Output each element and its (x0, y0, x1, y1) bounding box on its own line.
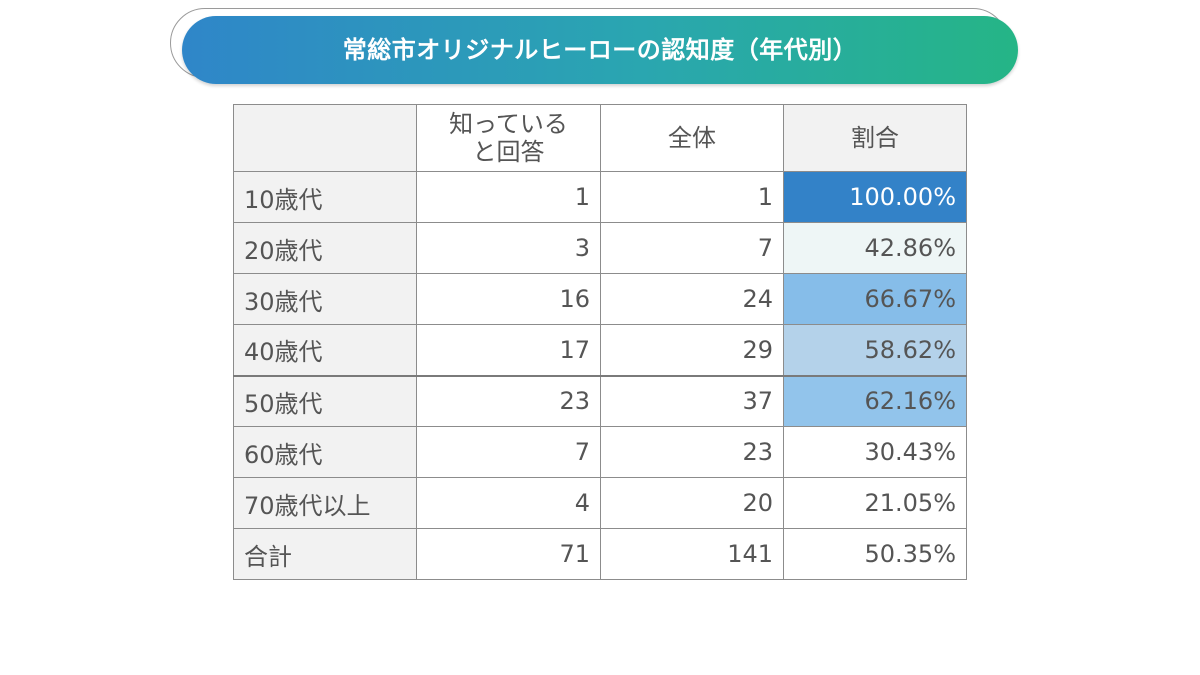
header-known-line: と回答 (472, 138, 545, 166)
known-count: 1 (416, 171, 601, 223)
total-count: 24 (600, 273, 784, 325)
ratio-cell: 66.67% (783, 273, 967, 325)
table-row: 70歳代以上 4 20 21.05% (233, 477, 967, 529)
row-label: 70歳代以上 (233, 477, 417, 529)
row-label: 30歳代 (233, 273, 417, 325)
ratio-cell: 100.00% (783, 171, 967, 223)
table-row: 合計 71 141 50.35% (233, 528, 967, 580)
title-banner: 常総市オリジナルヒーローの認知度（年代別） (170, 8, 1018, 84)
header-ratio: 割合 (783, 104, 967, 172)
known-count: 16 (416, 273, 601, 325)
table-row: 30歳代 16 24 66.67% (233, 273, 967, 325)
header-known-line: 知っている (449, 110, 568, 138)
header-total: 全体 (600, 104, 784, 172)
table-row: 40歳代 17 29 58.62% (233, 324, 967, 376)
chart-title: 常総市オリジナルヒーローの認知度（年代別） (342, 36, 858, 64)
known-count: 17 (416, 324, 601, 376)
header-blank (233, 104, 417, 172)
ratio-cell: 30.43% (783, 426, 967, 478)
table-body: 10歳代 1 1 100.00% 20歳代 3 7 42.86% 30歳代 16 24 66.67% 4… (233, 171, 967, 580)
total-count: 7 (600, 222, 784, 274)
known-count: 3 (416, 222, 601, 274)
total-count: 1 (600, 171, 784, 223)
row-label: 20歳代 (233, 222, 417, 274)
awareness-table: 知っている と回答 全体 割合 10歳代 1 1 100.00% 20歳代 3 7 42.86%… (233, 104, 967, 580)
ratio-cell: 21.05% (783, 477, 967, 529)
title-pill (182, 16, 1018, 84)
ratio-cell: 42.86% (783, 222, 967, 274)
total-count: 141 (600, 528, 784, 580)
ratio-cell: 62.16% (783, 374, 967, 427)
table-row: 60歳代 7 23 30.43% (233, 426, 967, 478)
known-count: 7 (416, 426, 601, 478)
known-count: 71 (416, 528, 601, 580)
row-label: 合計 (233, 528, 417, 580)
known-count: 23 (416, 374, 601, 427)
table-row: 50歳代 23 37 62.16% (233, 374, 967, 427)
header-known: 知っている と回答 (416, 104, 601, 172)
total-count: 29 (600, 324, 784, 376)
row-label: 10歳代 (233, 171, 417, 223)
table-row: 20歳代 3 7 42.86% (233, 222, 967, 274)
row-label: 60歳代 (233, 426, 417, 478)
header-known-label: 知っている と回答 (449, 110, 568, 166)
header-row: 知っている と回答 全体 割合 (233, 104, 967, 172)
total-count: 20 (600, 477, 784, 529)
total-count: 37 (600, 374, 784, 427)
known-count: 4 (416, 477, 601, 529)
row-label: 40歳代 (233, 324, 417, 376)
ratio-cell: 50.35% (783, 528, 967, 580)
ratio-cell: 58.62% (783, 324, 967, 376)
total-count: 23 (600, 426, 784, 478)
row-label: 50歳代 (233, 374, 417, 427)
table-row: 10歳代 1 1 100.00% (233, 171, 967, 223)
